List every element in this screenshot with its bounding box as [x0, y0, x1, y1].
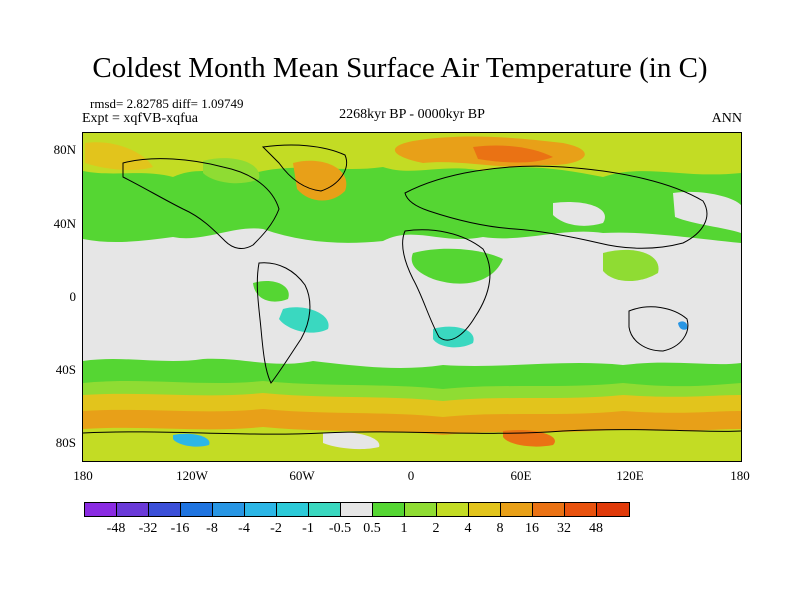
colorbar	[84, 502, 630, 517]
lon-label: 60E	[510, 468, 532, 483]
stats-text: rmsd= 2.82785 diff= 1.09749	[90, 96, 244, 111]
greenland-warm-patch	[293, 160, 347, 201]
lon-label: 180	[730, 468, 750, 483]
temperature-map	[82, 132, 742, 462]
seasia-light-patch	[603, 249, 659, 282]
colorbar-swatch	[533, 503, 565, 516]
canada-light-patch	[203, 158, 260, 184]
colorbar-swatch	[213, 503, 245, 516]
antarctica-outline	[83, 429, 741, 435]
siberia-hot-patch	[473, 145, 553, 163]
experiment-label: Expt = xqfVB-xqfua	[82, 111, 198, 126]
africa-outline	[402, 229, 491, 341]
colorbar-swatch	[117, 503, 149, 516]
colorbar-label: 16	[525, 521, 539, 536]
colorbar-swatch	[373, 503, 405, 516]
colorbar-swatch	[245, 503, 277, 516]
colorbar-label: -48	[106, 521, 126, 536]
lon-label: 180	[73, 468, 93, 483]
colorbar-swatch	[501, 503, 533, 516]
colorbar-label: 8	[496, 521, 504, 536]
colorbar-swatch	[309, 503, 341, 516]
colorbar-label: -0.5	[328, 521, 352, 536]
colorbar-swatch	[437, 503, 469, 516]
colorbar-label: 4	[464, 521, 472, 536]
colorbar-label: 48	[589, 521, 603, 536]
lat-label: 40S	[55, 362, 76, 377]
australia-outline	[628, 306, 689, 352]
antarctic-neutral-patch	[323, 431, 380, 450]
colorbar-swatch	[85, 503, 117, 516]
africa-green-patch	[411, 248, 503, 284]
australia-cool-spot	[678, 321, 688, 330]
colorbar-swatch	[181, 503, 213, 516]
lat-label: 0	[69, 289, 77, 304]
eurasia-outline	[404, 165, 708, 249]
colorbar-swatch	[597, 503, 629, 516]
antarctic-cool-patch	[173, 433, 210, 447]
colorbar-swatch	[149, 503, 181, 516]
antarctic-warm-patch	[503, 429, 555, 447]
map-canvas	[83, 133, 741, 461]
asia-neutral-patch	[553, 201, 605, 226]
colorbar-label: -4	[238, 521, 250, 536]
south-america-cool-patch	[279, 307, 329, 333]
time-period-label: 2268kyr BP - 0000kyr BP	[0, 107, 800, 123]
colorbar-label: 32	[557, 521, 571, 536]
colorbar-label: -2	[270, 521, 282, 536]
lon-label: 60W	[289, 468, 315, 483]
lat-label: 80N	[53, 142, 76, 157]
amazon-green-patch	[253, 280, 289, 302]
lat-label: 80S	[55, 435, 76, 450]
lon-label: 120E	[616, 468, 644, 483]
lon-label: 0	[407, 468, 415, 483]
colorbar-swatch	[341, 503, 373, 516]
coastlines	[83, 144, 741, 435]
season-label: ANN	[711, 111, 742, 126]
colorbar-label: 2	[432, 521, 440, 536]
colorbar-swatch	[277, 503, 309, 516]
colorbar-label: -16	[170, 521, 190, 536]
time-period-text: 2268kyr BP - 0000kyr BP	[339, 107, 485, 122]
colorbar-label: 1	[400, 521, 408, 536]
colorbar-label: -8	[206, 521, 218, 536]
chart-title: Coldest Month Mean Surface Air Temperatu…	[92, 52, 708, 84]
alaska-yellow-patch	[85, 142, 153, 170]
lon-label: 120W	[176, 468, 208, 483]
colorbar-label: -32	[138, 521, 158, 536]
north-america-outline	[122, 158, 280, 249]
greenland-outline	[261, 144, 347, 192]
colorbar-swatch	[469, 503, 501, 516]
colorbar-label: -1	[302, 521, 314, 536]
antarctic-band	[83, 427, 741, 461]
colorbar-swatch	[565, 503, 597, 516]
south-america-outline	[256, 262, 311, 384]
colorbar-swatch	[405, 503, 437, 516]
colorbar-label: 0.5	[363, 521, 381, 536]
lat-label: 40N	[53, 216, 76, 231]
